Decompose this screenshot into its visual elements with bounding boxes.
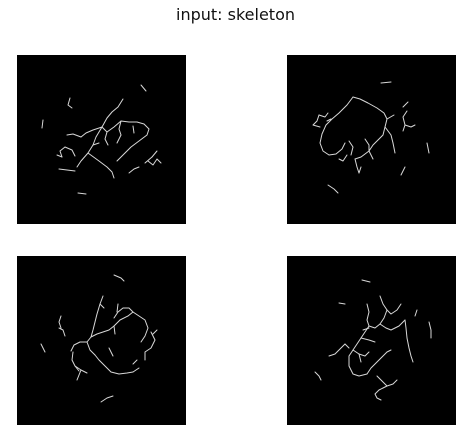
skeleton-drawing <box>41 84 162 195</box>
skeleton-image-bottom-left <box>17 256 186 425</box>
figure-title: input: skeleton <box>176 5 295 24</box>
skeleton-drawing <box>312 81 430 194</box>
skeleton-image-top-left <box>17 55 186 224</box>
skeleton-drawing <box>40 274 158 403</box>
skeleton-drawing <box>314 279 432 401</box>
skeleton-image-top-right <box>287 55 456 224</box>
skeleton-image-bottom-right <box>287 256 456 425</box>
